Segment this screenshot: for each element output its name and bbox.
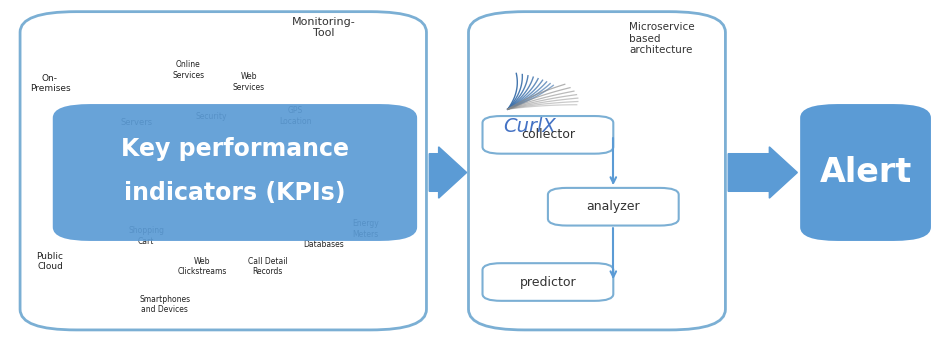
Text: Monitoring-
Tool: Monitoring- Tool xyxy=(291,17,355,38)
FancyBboxPatch shape xyxy=(482,263,613,301)
FancyBboxPatch shape xyxy=(482,116,613,154)
Text: Online
Services: Online Services xyxy=(172,60,204,80)
Text: Web
Clickstreams: Web Clickstreams xyxy=(177,257,227,276)
Text: Web
Services: Web Services xyxy=(233,72,265,91)
Text: Key performance: Key performance xyxy=(121,137,348,160)
Polygon shape xyxy=(429,147,466,198)
Text: Smartphones
and Devices: Smartphones and Devices xyxy=(139,295,190,314)
Text: Alert: Alert xyxy=(819,156,911,189)
Text: On-
Premises: On- Premises xyxy=(30,74,70,93)
Text: predictor: predictor xyxy=(519,276,576,288)
Text: Call Detail
Records: Call Detail Records xyxy=(247,257,287,276)
Text: GPS
Location: GPS Location xyxy=(279,106,312,126)
Text: analyzer: analyzer xyxy=(586,200,639,213)
Text: CurlX: CurlX xyxy=(503,117,555,136)
Text: Public
Cloud: Public Cloud xyxy=(37,252,64,271)
FancyBboxPatch shape xyxy=(468,12,724,330)
Text: Energy
Meters: Energy Meters xyxy=(352,219,379,239)
FancyBboxPatch shape xyxy=(20,12,426,330)
Polygon shape xyxy=(90,25,407,323)
Text: Security: Security xyxy=(196,111,227,120)
Text: indicators (KPIs): indicators (KPIs) xyxy=(124,181,345,205)
FancyBboxPatch shape xyxy=(799,104,930,241)
Text: Microservice
based
architecture: Microservice based architecture xyxy=(628,22,695,55)
Text: collector: collector xyxy=(520,128,575,141)
Text: Servers: Servers xyxy=(121,118,153,127)
Polygon shape xyxy=(727,147,797,198)
FancyBboxPatch shape xyxy=(548,188,678,226)
Text: Shopping
Cart: Shopping Cart xyxy=(128,226,164,246)
Text: Databases: Databases xyxy=(303,240,344,249)
FancyBboxPatch shape xyxy=(52,104,417,241)
